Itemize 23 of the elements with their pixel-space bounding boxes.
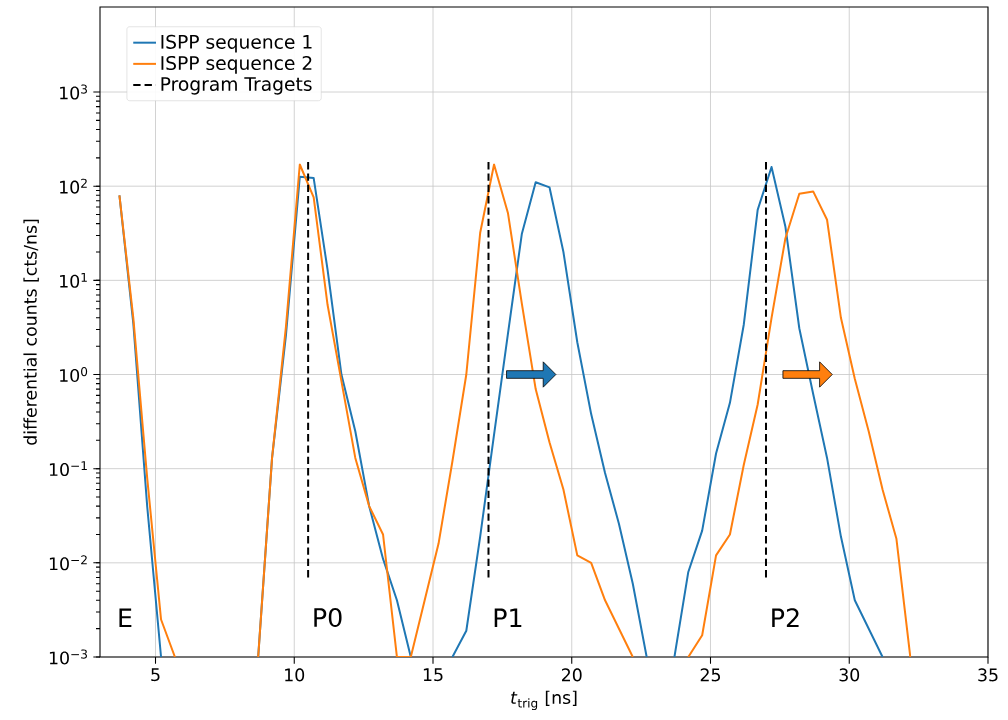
- y-tick-label: 10$^{2}$: [60, 178, 87, 194]
- x-tick-label: 20: [562, 668, 582, 682]
- x-tick-label: 15: [423, 668, 443, 682]
- x-axis-title: t$_{trig}$ [ns]: [511, 690, 577, 711]
- annotation: P0: [314, 607, 342, 628]
- annotation: E: [119, 608, 132, 628]
- x-tick-label: 30: [839, 668, 860, 682]
- x-tick-label: 35: [978, 668, 998, 682]
- y-tick-label: 10$^{−2}$: [49, 555, 87, 571]
- y-tick-label: 10$^{0}$: [60, 366, 88, 383]
- x-tick-label: 25: [700, 668, 721, 682]
- x-tick-label: 10: [285, 668, 305, 682]
- x-tick-label: 5: [151, 668, 160, 682]
- y-tick-label: 10$^{−3}$: [49, 649, 87, 665]
- annotation: P2: [772, 608, 799, 628]
- y-axis-title: differential counts [cts/ns]: [23, 219, 39, 445]
- y-tick-label: 10$^{1}$: [60, 272, 87, 288]
- legend-label: Program Tragets: [161, 77, 312, 95]
- y-tick-label: 10$^{−1}$: [49, 461, 87, 477]
- legend-label: ISPP sequence 2: [161, 55, 312, 74]
- y-tick-label: 10$^{3}$: [60, 84, 87, 100]
- annotation: P1: [494, 608, 522, 628]
- legend-label: ISPP sequence 1: [161, 34, 312, 53]
